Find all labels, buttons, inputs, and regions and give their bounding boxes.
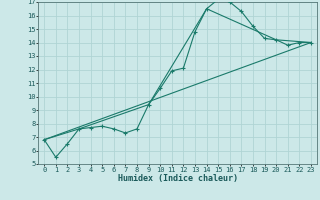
X-axis label: Humidex (Indice chaleur): Humidex (Indice chaleur) [118, 174, 238, 183]
